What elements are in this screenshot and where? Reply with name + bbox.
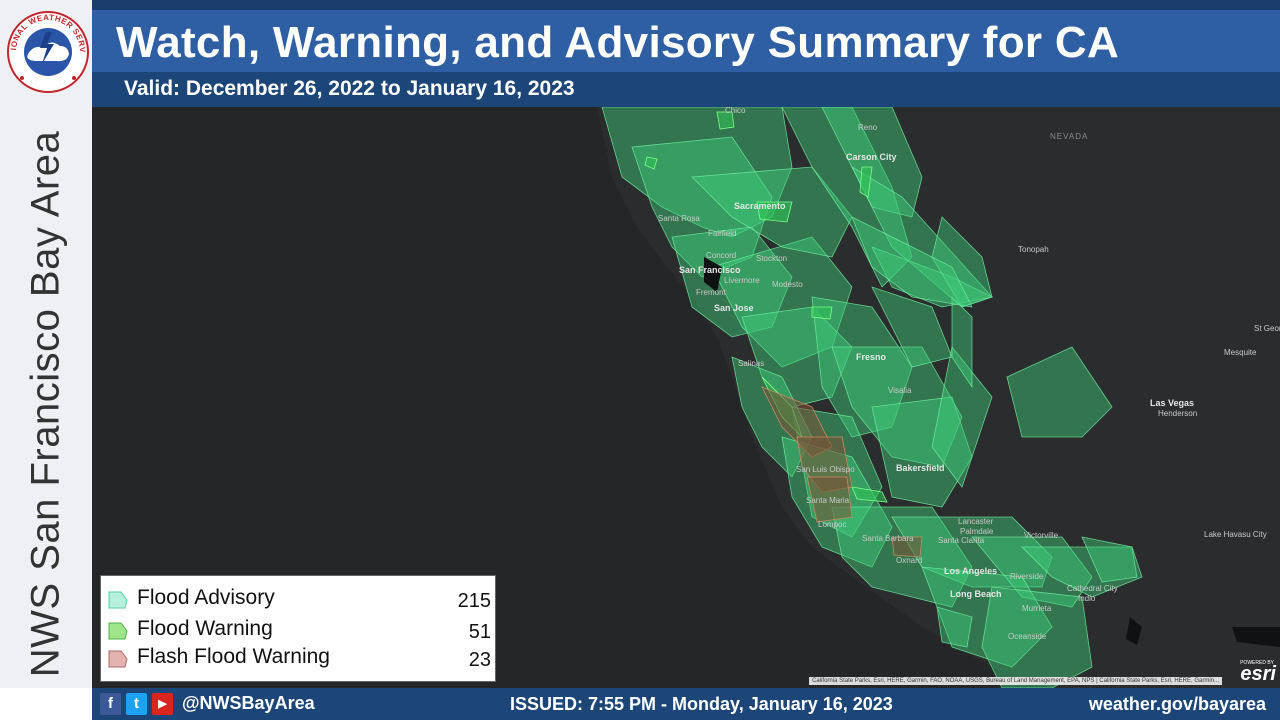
city-label: Santa Barbara <box>862 534 914 543</box>
city-label: Bakersfield <box>896 463 945 473</box>
city-label: Santa Clarita <box>938 536 985 545</box>
legend-label: Flash Flood Warning <box>137 645 330 668</box>
city-label: San Jose <box>714 303 754 313</box>
legend-item-flood-warning: Flood Warning 51 <box>107 615 491 643</box>
city-label: Carson City <box>846 152 897 162</box>
legend-count: 51 <box>468 621 491 643</box>
legend: Flood Advisory 215 Flood Warning 51 Flas… <box>100 575 496 682</box>
legend-item-flash-flood-warning: Flash Flood Warning 23 <box>107 643 491 671</box>
city-label: Tonopah <box>1018 245 1049 254</box>
city-label: Salinas <box>738 359 764 368</box>
state-label-nevada: NEVADA <box>1050 132 1088 141</box>
city-label: Lake Havasu City <box>1204 530 1267 539</box>
city-label: Sacramento <box>734 201 786 211</box>
city-label: Fairfield <box>708 229 736 238</box>
city-label: Reno <box>858 123 878 132</box>
city-label: Stockton <box>756 254 787 263</box>
city-label: Fremont <box>696 288 727 297</box>
valid-bar: Valid: December 26, 2022 to January 16, … <box>92 72 1280 107</box>
city-label: Visalia <box>888 386 912 395</box>
flood-advisory-swatch-icon <box>108 591 128 609</box>
city-label: Murrieta <box>1022 604 1052 613</box>
city-label: Indio <box>1078 594 1096 603</box>
water-bodies <box>704 257 1280 647</box>
issued-time: ISSUED: 7:55 PM - Monday, January 16, 20… <box>510 694 893 714</box>
city-label: Victorville <box>1024 531 1059 540</box>
city-label: St George <box>1254 324 1280 333</box>
map-canvas: NEVADA Chico Reno Carson City Santa Rosa… <box>597 107 1280 688</box>
legend-label: Flood Warning <box>137 617 273 640</box>
city-label: San Luis Obispo <box>796 465 855 474</box>
twitter-icon[interactable]: t <box>126 693 147 715</box>
city-label: Santa Rosa <box>658 214 700 223</box>
city-label: Livermore <box>724 276 760 285</box>
city-label: Oceanside <box>1008 632 1047 641</box>
city-label: Los Angeles <box>944 566 997 576</box>
title-bar: Watch, Warning, and Advisory Summary for… <box>92 0 1280 72</box>
city-label: Palmdale <box>960 527 994 536</box>
city-label: Henderson <box>1158 409 1197 418</box>
esri-logo: esri <box>1240 663 1276 685</box>
flood-warning-swatch-icon <box>108 622 128 640</box>
powered-by-label: POWERED BY <box>1240 660 1274 666</box>
page-title: Watch, Warning, and Advisory Summary for… <box>116 18 1120 67</box>
city-label: Fresno <box>856 352 887 362</box>
nws-logo-icon: NATIONAL WEATHER SERVICE <box>6 2 89 93</box>
city-label: Santa Maria <box>806 496 850 505</box>
youtube-icon[interactable]: ▶ <box>152 693 173 715</box>
city-label: Oxnard <box>896 556 922 565</box>
legend-item-flood-advisory: Flood Advisory 215 <box>107 584 491 612</box>
city-label: San Francisco <box>679 265 741 275</box>
city-label: Las Vegas <box>1150 398 1194 408</box>
valid-dates: Valid: December 26, 2022 to January 16, … <box>124 77 575 100</box>
sidebar: NATIONAL WEATHER SERVICE NWS San Francis… <box>0 0 92 688</box>
city-label: Lompoc <box>818 520 846 529</box>
flash-flood-warning-areas[interactable] <box>761 386 923 558</box>
footer: f t ▶ @NWSBayArea ISSUED: 7:55 PM - Mond… <box>92 688 1280 720</box>
legend-label: Flood Advisory <box>137 586 275 609</box>
flash-flood-warning-swatch-icon <box>108 650 128 668</box>
city-label: Cathedral City <box>1067 584 1118 593</box>
office-title: NWS San Francisco Bay Area <box>23 130 68 678</box>
city-label: Modesto <box>772 280 803 289</box>
city-label: Long Beach <box>950 589 1002 599</box>
legend-count: 215 <box>457 590 491 612</box>
city-label: Chico <box>725 107 746 115</box>
city-label: Concord <box>706 251 736 260</box>
map-attribution: California State Parks, Esri, HERE, Garm… <box>809 677 1222 685</box>
facebook-icon[interactable]: f <box>100 693 121 715</box>
city-label: Lancaster <box>958 517 993 526</box>
city-labels: Chico Reno Carson City Santa Rosa Sacram… <box>658 107 1280 641</box>
social-handle[interactable]: @NWSBayArea <box>182 693 315 713</box>
website-link[interactable]: weather.gov/bayarea <box>1088 694 1266 714</box>
legend-count: 23 <box>468 649 491 671</box>
city-label: Mesquite <box>1224 348 1257 357</box>
city-label: Riverside <box>1010 572 1044 581</box>
